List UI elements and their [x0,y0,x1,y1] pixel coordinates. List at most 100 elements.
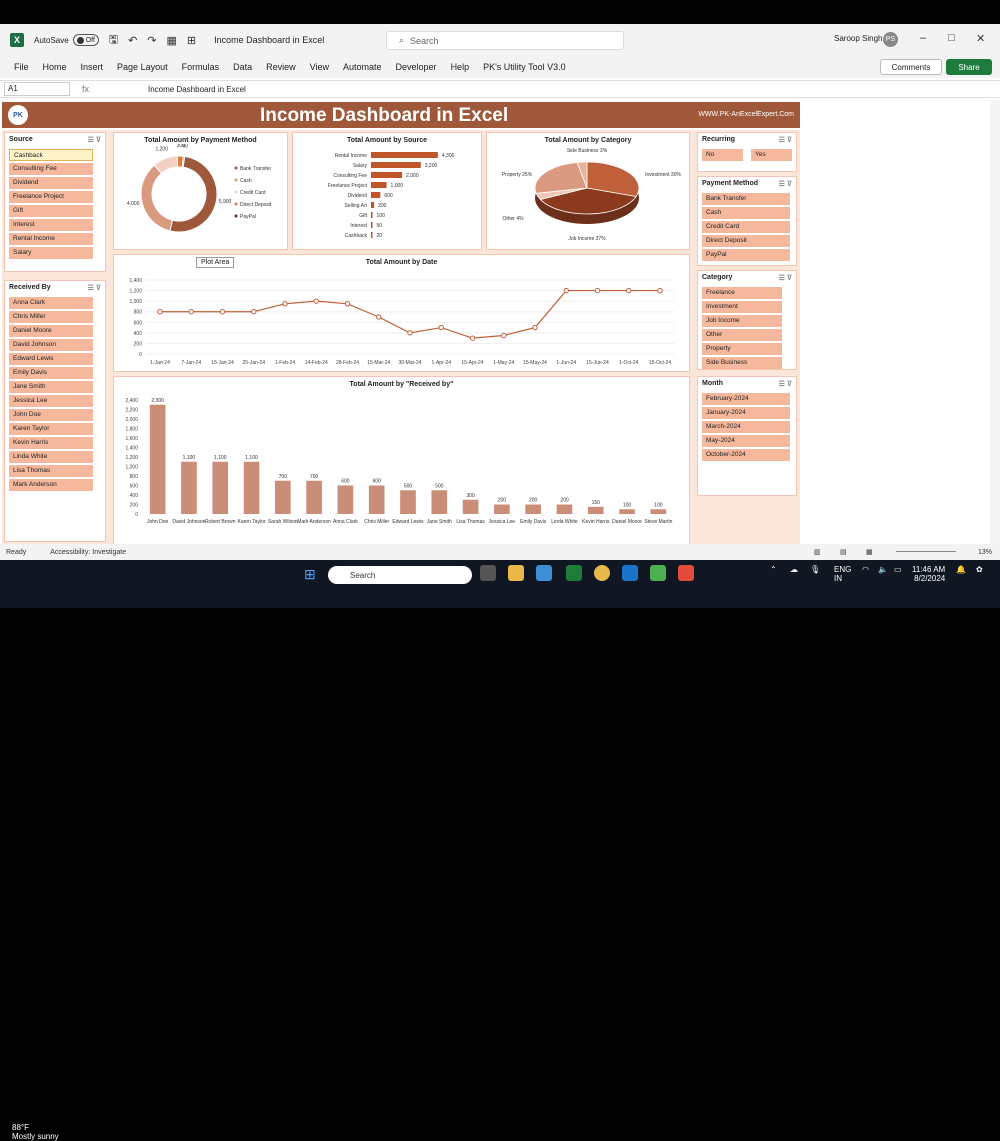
clear-filter-icon[interactable]: ⊽ [786,137,792,144]
start-icon[interactable]: ⊞ [304,566,316,582]
menu-insert[interactable]: Insert [80,62,104,72]
cloud-icon[interactable]: ☁ [790,565,798,574]
menu-pk-s-utility-tool-v3-0[interactable]: PK's Utility Tool V3.0 [483,62,566,72]
color-icon[interactable]: ✿ [976,565,983,574]
slicer-item[interactable]: Yes [751,149,792,161]
slicer-item[interactable]: Freelance [702,287,782,299]
camtasia-icon[interactable] [650,565,666,581]
slicer-item[interactable]: Gift [9,205,93,217]
date-point[interactable] [469,335,476,341]
formula-input[interactable]: Income Dashboard in Excel [148,84,246,94]
received-bar[interactable] [494,504,510,515]
slicer-item[interactable]: Edward Lewis [9,353,93,365]
user-name[interactable]: Saroop Singh [834,34,883,43]
slicer-item[interactable]: Investment [702,301,782,313]
menu-view[interactable]: View [309,62,329,72]
date-point[interactable] [188,309,194,315]
slicer-item[interactable]: March-2024 [702,421,790,433]
language-indicator[interactable]: ENG IN [834,565,851,583]
tray-chevron-icon[interactable]: ⌃ [770,565,777,574]
source-bar[interactable] [371,232,373,238]
slicer-item[interactable]: Property [702,343,782,355]
date-point[interactable] [438,324,444,331]
multi-select-icon[interactable]: ☰ [778,137,785,144]
multi-select-icon[interactable]: ☰ [87,137,94,144]
slicer-item[interactable]: PayPal [702,249,790,261]
donut-slice[interactable] [140,164,174,232]
source-bar[interactable] [371,182,387,188]
share-button[interactable]: Share [946,59,992,75]
minimize-icon[interactable]: – [920,32,927,44]
taskbar-search[interactable]: Search [328,566,472,584]
received-bar[interactable] [650,509,667,514]
slicer-item[interactable]: Lisa Thomas [9,465,93,477]
menu-page-layout[interactable]: Page Layout [117,62,168,72]
multi-select-icon[interactable]: ☰ [778,275,785,282]
donut-slice[interactable] [169,155,218,233]
fx-icon[interactable]: fx [82,84,90,94]
date-point[interactable] [376,314,382,320]
menu-developer[interactable]: Developer [395,62,437,72]
date-point[interactable] [344,301,351,307]
store-icon[interactable] [536,565,552,581]
date-point[interactable] [407,330,413,336]
comments-button[interactable]: Comments [880,59,942,75]
slicer-item[interactable]: Anna Clark [9,297,93,309]
clear-filter-icon[interactable]: ⊽ [95,285,101,292]
received-bar[interactable] [149,404,166,514]
slicer-item[interactable]: Salary [9,247,93,259]
received-bar[interactable] [337,485,354,515]
received-bar[interactable] [275,480,291,514]
date-point[interactable] [532,324,538,331]
slicer-item[interactable]: Jane Smith [9,381,93,393]
date-point[interactable] [501,332,507,339]
clear-filter-icon[interactable]: ⊽ [786,275,792,282]
maximize-icon[interactable]: □ [948,32,955,44]
clock[interactable]: 11:46 AM 8/2/2024 [912,565,945,583]
slicer-item[interactable]: John Doe [9,409,93,421]
pie-slice[interactable] [539,187,637,215]
slicer-item[interactable]: Emily Davis [9,367,93,379]
slicer-item[interactable]: Freelance Project [9,191,93,203]
multi-select-icon[interactable]: ☰ [778,181,785,188]
slicer-item[interactable]: Rental Income [9,233,93,245]
donut-slice[interactable] [181,155,186,168]
page-break-icon[interactable]: ▦ [866,549,873,556]
source-bar-svg[interactable]: Rental Income 4,300 Salary 3,200 Consulting … [293,144,483,244]
menu-review[interactable]: Review [266,62,296,72]
category-pie-svg[interactable]: Investment 30% Job Income 37% Other 4% Prop… [487,144,691,244]
pie-slice[interactable] [534,162,588,194]
slicer-item[interactable]: Other [702,329,782,341]
slicer-item[interactable]: Credit Card [702,221,790,233]
vertical-scrollbar[interactable] [990,100,1000,544]
menu-help[interactable]: Help [450,62,470,72]
wifi-icon[interactable]: ◠ [862,565,869,574]
volume-icon[interactable]: 🔈 [878,565,888,574]
received-bar[interactable] [556,504,573,515]
slicer-item[interactable]: February-2024 [702,393,790,405]
bell-icon[interactable]: 🔔 [956,565,966,574]
menu-formulas[interactable]: Formulas [181,62,220,72]
page-layout-icon[interactable]: ▤ [840,549,847,556]
search-input[interactable]: ⌕ Search [386,31,624,50]
normal-view-icon[interactable]: ▥ [814,549,821,556]
name-box[interactable]: A1 [4,82,70,96]
date-point[interactable] [626,287,632,294]
menu-file[interactable]: File [14,62,29,72]
slicer-item[interactable]: Side Business [702,357,782,369]
accessibility-status[interactable]: Accessibility: Investigate [50,548,127,556]
recorder-icon[interactable] [678,565,694,581]
received-bar[interactable] [368,485,385,515]
clear-filter-icon[interactable]: ⊽ [786,381,792,388]
received-bar[interactable] [306,480,322,514]
slicer-item[interactable]: Job Income [702,315,782,327]
slicer-item[interactable]: October-2024 [702,449,790,461]
slicer-item[interactable]: Cashback [9,149,93,161]
clear-filter-icon[interactable]: ⊽ [786,181,792,188]
received-bar[interactable] [212,461,229,514]
received-bar[interactable] [181,461,197,514]
menu-data[interactable]: Data [233,62,253,72]
date-point[interactable] [594,287,601,294]
weather-widget[interactable]: 88°F Mostly sunny [12,1123,59,1141]
task-view-icon[interactable] [480,565,496,581]
